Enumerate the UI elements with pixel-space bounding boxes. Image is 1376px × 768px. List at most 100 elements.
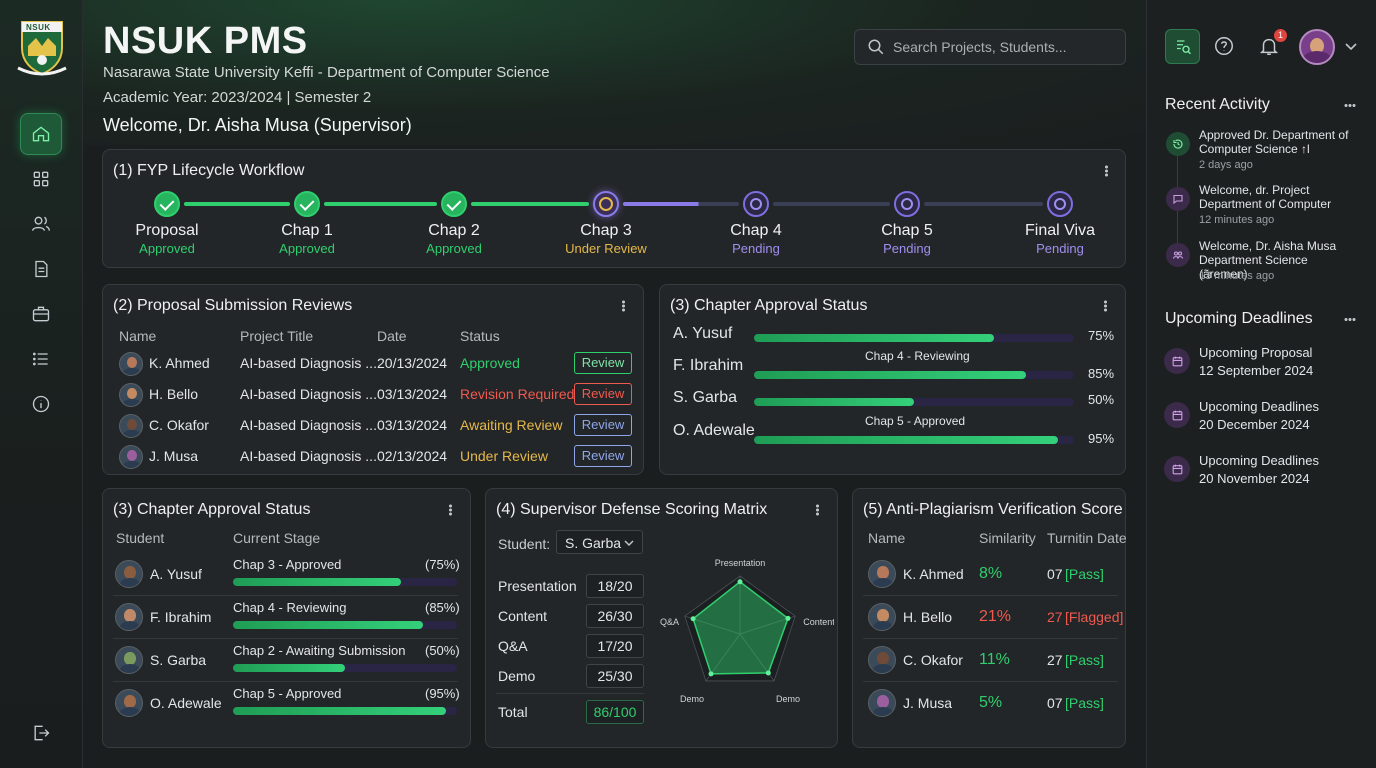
score-input[interactable]: 18/20	[586, 574, 644, 598]
review-button[interactable]: Review	[574, 352, 632, 374]
radar-axis-label: Q&A	[660, 617, 679, 627]
stage-progress-fill	[233, 578, 401, 586]
proposal-status: Approved	[460, 355, 520, 371]
users-icon	[32, 216, 50, 231]
workflow-connector	[773, 202, 890, 206]
activity-text[interactable]: Approved Dr. Department of Computer Scie…	[1199, 128, 1349, 156]
workflow-step-node[interactable]	[294, 191, 320, 217]
deadline-label[interactable]: Upcoming Deadlines	[1199, 399, 1319, 414]
score-input[interactable]: 17/20	[586, 634, 644, 658]
radar-point	[737, 579, 743, 585]
radar-point	[708, 671, 714, 677]
workflow-step-node[interactable]	[593, 191, 619, 217]
current-stage-label: Chap 2 - Awaiting Submission	[233, 643, 406, 658]
help-button[interactable]	[1213, 35, 1237, 59]
logout-button[interactable]	[20, 712, 62, 754]
deadlines-menu-button[interactable]	[1341, 310, 1359, 328]
nav-dashboard[interactable]	[20, 158, 62, 200]
workflow-title: (1) FYP Lifecycle Workflow	[113, 162, 305, 179]
more-icon	[448, 504, 452, 516]
deadline-date: 12 September 2024	[1199, 363, 1314, 378]
header-background	[83, 0, 1146, 145]
workflow-step-node[interactable]	[743, 191, 769, 217]
total-label: Total	[498, 704, 528, 720]
stage-progress-track	[233, 621, 457, 629]
activity-text[interactable]: Welcome, Dr. Aisha Musa Department Scien…	[1199, 239, 1337, 281]
search-box[interactable]	[854, 29, 1126, 65]
activity-text[interactable]: Welcome, dr. Project Department of Compu…	[1199, 183, 1332, 211]
stage-progress-track	[233, 664, 457, 672]
activity-menu-button[interactable]	[1341, 96, 1359, 114]
plagiarism-student-name: H. Bello	[903, 609, 953, 625]
chapter-status-title: (3) Chapter Approval Status	[113, 501, 311, 518]
notification-badge: 1	[1274, 29, 1287, 42]
workflow-step-label: Final Viva	[1025, 222, 1095, 239]
stage-progress-fill	[233, 707, 446, 715]
nav-documents[interactable]	[20, 248, 62, 290]
score-input[interactable]: 26/30	[586, 604, 644, 628]
calendar-icon	[1164, 456, 1190, 482]
deadline-label[interactable]: Upcoming Deadlines	[1199, 453, 1319, 468]
chapter-progress-pct: 50%	[1088, 392, 1115, 407]
scoring-matrix-card: (4) Supervisor Defense Scoring Matrix St…	[485, 488, 838, 748]
student-select[interactable]: S. Garba	[556, 530, 643, 554]
review-button[interactable]: Review	[574, 414, 632, 436]
chapter-status-title-top: (3) Chapter Approval Status	[670, 297, 868, 314]
nav-projects[interactable]	[20, 293, 62, 335]
workflow-step-node[interactable]	[894, 191, 920, 217]
nav-home[interactable]	[20, 113, 62, 155]
reports-button[interactable]	[1165, 29, 1200, 64]
radar-axis-label: Demo	[776, 694, 800, 704]
column-header-student: Student	[116, 530, 165, 546]
info-icon	[32, 395, 50, 413]
total-separator	[496, 693, 644, 694]
column-header-plag-name: Name	[868, 530, 906, 546]
plagiarism-student-name: K. Ahmed	[903, 566, 964, 582]
nav-list[interactable]	[20, 338, 62, 380]
score-criterion-label: Q&A	[498, 638, 528, 654]
notifications-button[interactable]: 1	[1258, 29, 1287, 59]
nav-info[interactable]	[20, 383, 62, 425]
avatar	[115, 560, 143, 588]
turnitin-date: 27	[1047, 609, 1063, 625]
workflow-step-label: Chap 1	[281, 222, 333, 239]
radar-point	[690, 616, 696, 622]
university-logo: NSUK	[14, 16, 70, 78]
upcoming-deadlines-title: Upcoming Deadlines	[1165, 310, 1313, 327]
chapter-menu-button[interactable]	[441, 501, 459, 519]
chapter-student-name: S. Garba	[673, 389, 738, 406]
column-header-date: Date	[377, 328, 407, 344]
chevron-down-icon[interactable]	[1345, 43, 1357, 51]
university-subtitle: Nasarawa State University Keffi - Depart…	[103, 64, 550, 81]
proposal-student-name: C. Okafor	[149, 417, 209, 433]
proposal-status: Awaiting Review	[460, 417, 563, 433]
avatar	[868, 646, 896, 674]
student-select-value: S. Garba	[565, 535, 622, 551]
more-icon	[1103, 300, 1107, 312]
logout-icon	[34, 725, 50, 741]
radar-axis-label: Presentation	[715, 559, 766, 568]
radar-axis-label: Demo	[680, 694, 704, 704]
activity-time: 2 days ago	[1199, 159, 1253, 171]
scoring-menu-button[interactable]	[808, 501, 826, 519]
chapter-top-menu-button[interactable]	[1096, 297, 1114, 315]
review-button[interactable]: Review	[574, 445, 632, 467]
turnitin-date: 27	[1047, 652, 1063, 668]
avatar	[115, 603, 143, 631]
workflow-menu-button[interactable]	[1097, 162, 1115, 180]
proposal-menu-button[interactable]	[614, 297, 632, 315]
workflow-step-node[interactable]	[441, 191, 467, 217]
nav-users[interactable]	[20, 203, 62, 245]
avatar	[119, 383, 143, 407]
user-avatar[interactable]	[1299, 29, 1335, 65]
column-header-project-title: Project Title	[240, 328, 314, 344]
search-input[interactable]	[893, 39, 1113, 55]
deadline-label[interactable]: Upcoming Proposal	[1199, 345, 1313, 360]
more-icon	[1344, 103, 1356, 107]
proposal-date: 03/13/2024	[377, 386, 448, 402]
workflow-step-node[interactable]	[1047, 191, 1073, 217]
score-input[interactable]: 25/30	[586, 664, 644, 688]
workflow-step-node[interactable]	[154, 191, 180, 217]
chapter-progress-fill	[754, 371, 1026, 379]
review-button[interactable]: Review	[574, 383, 632, 405]
